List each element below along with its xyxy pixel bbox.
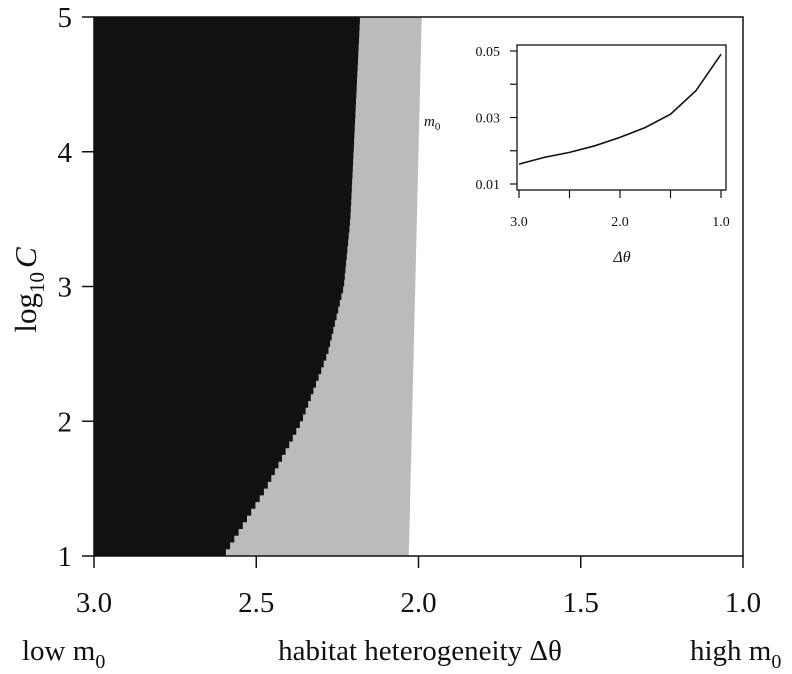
inset-y-axis-label: m0 <box>424 114 441 133</box>
x-axis-left-label: low m0 <box>22 635 105 673</box>
x-tick-label: 3.0 <box>76 587 112 619</box>
inset-series-line <box>518 53 722 165</box>
region-1 <box>94 17 360 556</box>
x-tick-label: 1.0 <box>725 587 761 619</box>
y-tick-label: 1 <box>58 541 73 573</box>
y-tick-label: 2 <box>58 406 73 438</box>
main-x-axis: 3.0 2.5 2.0 1.5 1.0 <box>76 556 761 619</box>
main-x-axis-label: habitat heterogeneity Δθ <box>278 635 562 667</box>
x-axis-right-label: high m0 <box>690 635 781 673</box>
inset-y-tick-label: 0.05 <box>476 45 501 60</box>
inset-background <box>517 45 726 190</box>
x-tick-label: 2.0 <box>400 587 436 619</box>
inset-x-tick-label: 2.0 <box>611 215 629 230</box>
y-tick-label: 3 <box>58 272 73 304</box>
inset-x-tick-label: 1.0 <box>712 215 730 230</box>
x-tick-label: 1.5 <box>563 587 599 619</box>
inset-x-axis-label: Δθ <box>612 249 630 266</box>
inset-y-tick-label: 0.01 <box>476 178 501 193</box>
x-tick-label: 2.5 <box>238 587 274 619</box>
inset-y-axis: 0.01 0.03 0.05 <box>476 45 517 193</box>
inset-x-tick-label: 3.0 <box>510 215 528 230</box>
inset-x-axis: 3.0 2.0 1.0 <box>510 190 730 230</box>
main-plot-regions <box>94 17 422 556</box>
y-tick-label: 4 <box>58 137 73 169</box>
y-tick-label: 5 <box>58 2 73 34</box>
inset-y-tick-label: 0.03 <box>476 112 501 127</box>
main-y-axis: 1 2 3 4 5 <box>58 2 94 573</box>
main-y-axis-label: log10C <box>8 247 49 333</box>
inset-line-chart <box>518 53 722 165</box>
